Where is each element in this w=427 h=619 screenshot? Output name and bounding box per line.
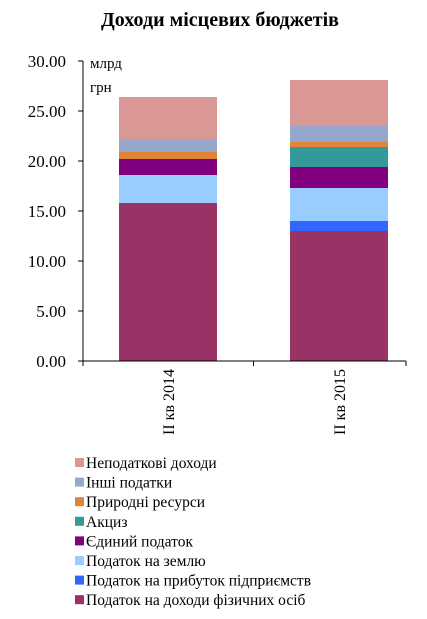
legend-label: Неподаткові доходи — [86, 455, 217, 472]
legend-swatch — [75, 556, 84, 565]
y-tick-label: 20.00 — [28, 152, 66, 171]
bar-segment — [290, 231, 388, 361]
bar-segment — [119, 139, 217, 152]
chart-title: Доходи місцевих бюджетів — [101, 9, 339, 31]
bar-segment — [119, 175, 217, 203]
bar-segment — [290, 80, 388, 126]
legend-swatch — [75, 458, 84, 467]
bar-segment — [290, 147, 388, 167]
plot-area: 0.00 5.00 10.00 15.00 20.00 25.00 30.00 II кв 2… — [28, 52, 407, 435]
bar-segment — [119, 97, 217, 139]
bar-segment — [290, 188, 388, 221]
legend-label: Податок на прибуток підприємств — [86, 573, 311, 590]
legend-label: Єдиний податок — [86, 533, 193, 550]
y-tick-label: 5.00 — [36, 302, 66, 321]
legend-label: Інші податки — [86, 475, 172, 492]
y-tick-label: 15.00 — [28, 202, 66, 221]
x-category-label: II кв 2014 — [161, 369, 178, 435]
legend: Неподаткові доходи Інші податки Природні р… — [75, 455, 311, 609]
unit-label-line2: грн — [90, 80, 112, 96]
bar-segment — [290, 167, 388, 188]
legend-label: Податок на доходи фізичних осіб — [86, 592, 306, 609]
legend-label: Податок на землю — [86, 553, 206, 570]
bar-segment — [290, 142, 388, 147]
legend-swatch — [75, 497, 84, 507]
x-category-label: II кв 2015 — [332, 369, 349, 435]
legend-swatch — [75, 516, 84, 526]
bar-segment — [290, 126, 388, 142]
legend-label: Акциз — [86, 514, 127, 531]
bar-segment — [119, 203, 217, 361]
bar-segment — [119, 152, 217, 159]
y-tick-label: 25.00 — [28, 102, 66, 121]
legend-swatch — [75, 536, 84, 546]
y-tick-label: 10.00 — [28, 252, 66, 271]
unit-label-line1: млрд — [90, 56, 122, 72]
y-tick-label: 0.00 — [36, 352, 66, 371]
legend-label: Природні ресурси — [86, 494, 205, 511]
y-tick-label: 30.00 — [28, 52, 66, 71]
legend-swatch — [75, 575, 84, 585]
legend-swatch — [75, 595, 84, 605]
bar-segment — [119, 159, 217, 175]
legend-swatch — [75, 477, 84, 487]
bar-segment — [290, 221, 388, 231]
